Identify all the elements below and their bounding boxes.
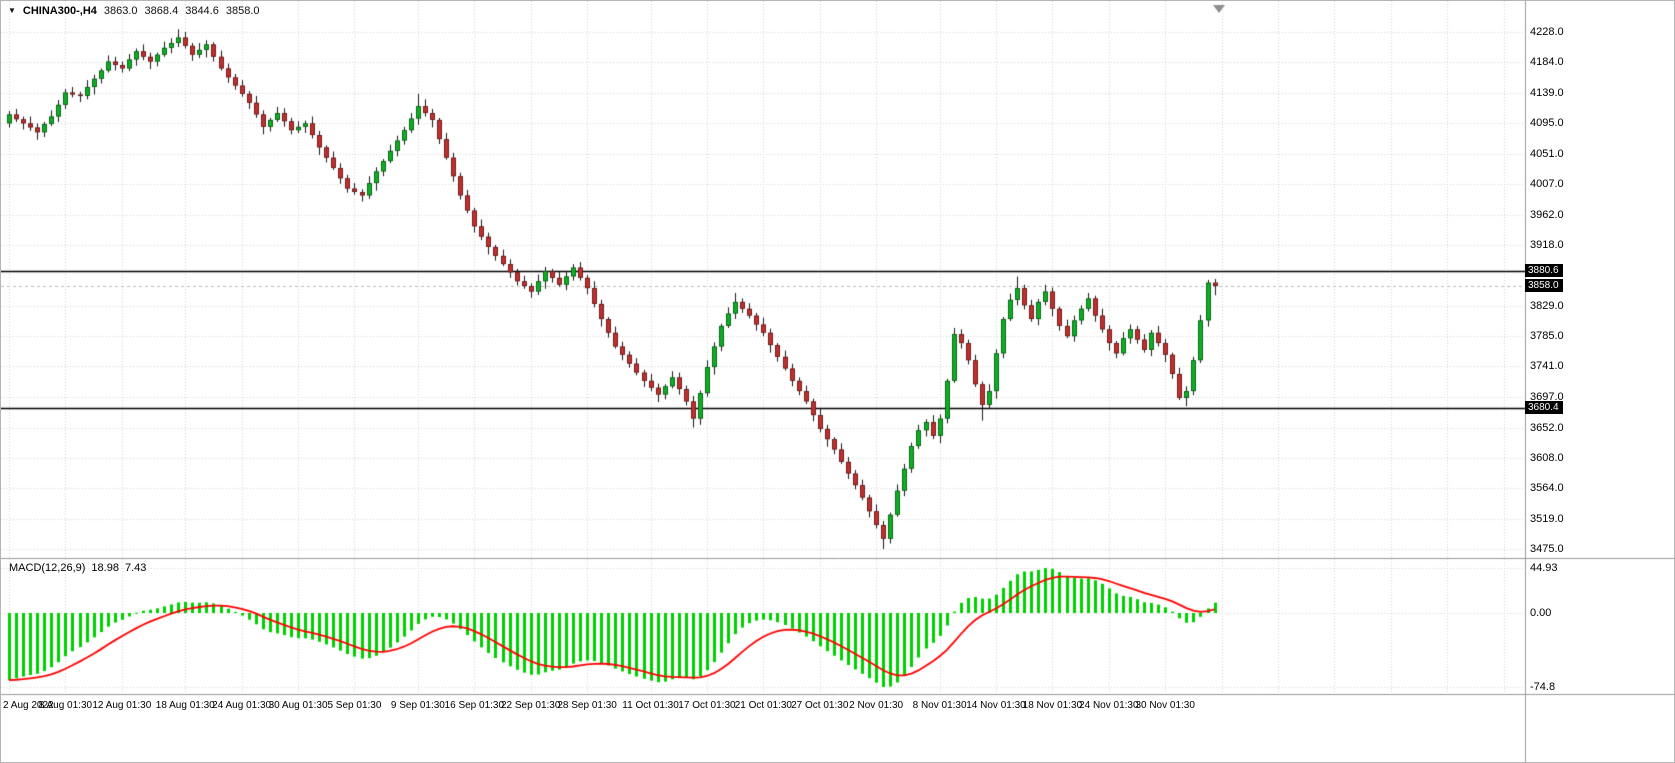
chart-header: ▼ CHINA300-,H4 3863.0 3868.4 3844.6 3858… <box>8 5 260 17</box>
time-axis-label: 18 Nov 01:30 <box>1022 700 1083 711</box>
time-axis-label: 18 Aug 01:30 <box>155 700 215 711</box>
time-axis-label: 21 Oct 01:30 <box>734 700 792 711</box>
time-axis-label: 14 Nov 01:30 <box>966 700 1026 711</box>
price-tick-label: 3785.0 <box>1530 330 1564 343</box>
time-axis-label: 30 Nov 01:30 <box>1135 700 1195 711</box>
macd-scale-label: -74.8 <box>1530 681 1556 693</box>
price-tag-horizontal-line: 3680.4 <box>1525 401 1563 414</box>
price-tag-bid-price: 3858.0 <box>1525 279 1563 293</box>
ohlc-open-value: 3863.0 <box>103 5 138 17</box>
time-axis-label: 22 Sep 01:30 <box>500 700 561 711</box>
time-axis-label: 27 Oct 01:30 <box>791 700 849 711</box>
time-axis-label: 8 Nov 01:30 <box>912 700 967 711</box>
time-axis-label: 24 Nov 01:30 <box>1079 700 1139 711</box>
time-axis-label: 11 Oct 01:30 <box>622 700 679 711</box>
price-tick-label: 4095.0 <box>1530 117 1564 130</box>
macd-indicator-label: MACD(12,26,9) 18.98 7.43 <box>9 562 146 574</box>
price-tick-label: 3519.0 <box>1530 512 1564 525</box>
time-axis-label: 24 Aug 01:30 <box>212 700 272 711</box>
price-tick-label: 3918.0 <box>1530 238 1564 251</box>
price-tick-label: 3962.0 <box>1530 208 1564 221</box>
ohlc-close-value: 3858.0 <box>225 5 260 17</box>
time-axis-label: 17 Oct 01:30 <box>678 700 736 711</box>
time-axis-label: 12 Aug 01:30 <box>92 700 152 711</box>
price-tick-label: 4139.0 <box>1530 87 1564 100</box>
time-axis-label: 16 Sep 01:30 <box>444 700 505 711</box>
price-tick-label: 4228.0 <box>1530 26 1564 39</box>
macd-name-label: MACD(12,26,9) <box>9 562 86 574</box>
macd-scale-label: 44.93 <box>1530 562 1558 574</box>
symbol-dropdown-icon[interactable]: ▼ <box>8 6 16 15</box>
symbol-timeframe-label: CHINA300-,H4 <box>22 5 97 17</box>
price-tick-label: 3697.0 <box>1530 390 1564 403</box>
price-tick-label: 4184.0 <box>1530 56 1564 69</box>
price-tag-horizontal-line: 3880.6 <box>1525 263 1563 277</box>
time-axis-label: 8 Aug 01:30 <box>38 700 93 711</box>
price-tick-label: 3475.0 <box>1530 543 1564 556</box>
time-axis-label: 5 Sep 01:30 <box>327 700 382 711</box>
time-axis-label: 2 Nov 01:30 <box>849 700 904 711</box>
price-tick-label: 3652.0 <box>1530 421 1564 434</box>
macd-main-value: 18.98 <box>91 562 119 574</box>
price-tick-label: 3608.0 <box>1530 451 1564 464</box>
price-tick-label: 3564.0 <box>1530 481 1564 494</box>
macd-scale-label: 0.00 <box>1530 607 1552 619</box>
time-axis-label: 30 Aug 01:30 <box>268 700 328 711</box>
time-axis-label: 2 Aug 2022 <box>3 700 54 711</box>
ohlc-low-value: 3844.6 <box>185 5 219 17</box>
price-tick-label: 4007.0 <box>1530 177 1564 190</box>
price-tick-label: 3829.0 <box>1530 299 1564 312</box>
price-tick-label: 4051.0 <box>1530 147 1564 160</box>
price-axis[interactable] <box>1526 1 1674 695</box>
time-axis-label: 28 Sep 01:30 <box>557 700 617 711</box>
ohlc-high-value: 3868.4 <box>144 5 179 17</box>
time-axis-label: 9 Sep 01:30 <box>390 700 445 711</box>
price-tick-label: 3741.0 <box>1530 360 1564 373</box>
macd-signal-value: 7.43 <box>124 562 147 574</box>
